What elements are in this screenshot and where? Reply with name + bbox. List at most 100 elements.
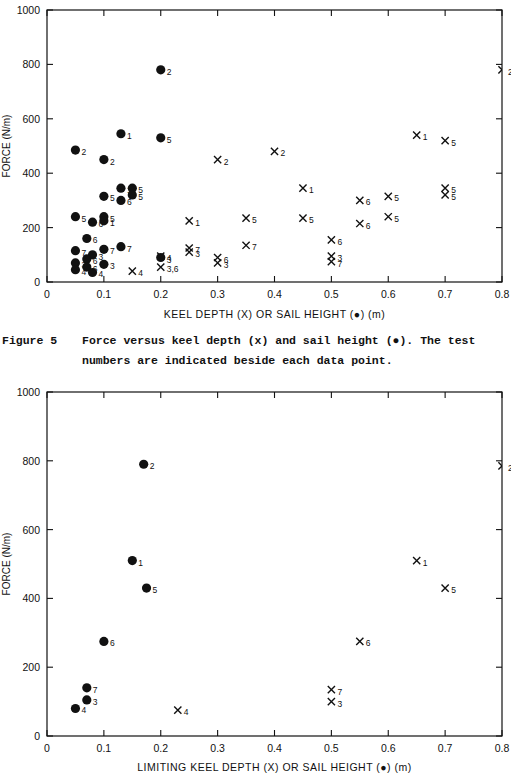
test-number: 5 (81, 214, 86, 224)
test-number: 3 (195, 249, 200, 259)
x-axis-label: KEEL DEPTH (X) OR SAIL HEIGHT (●) (m) (164, 308, 386, 320)
test-number: 2 (281, 148, 286, 158)
x-tick (331, 10, 332, 16)
chart: 00.10.20.30.40.50.60.70.8020040060080010… (1, 386, 511, 773)
keel-point (174, 707, 181, 714)
test-number: 1 (127, 131, 132, 141)
y-tick-label: 1000 (17, 386, 41, 398)
test-number: 2 (110, 157, 115, 167)
test-number: 6 (366, 221, 371, 231)
test-number: 3 (110, 261, 115, 271)
x-tick-label: 0.4 (267, 742, 282, 754)
plot-frame (47, 10, 502, 282)
sail-point (71, 246, 80, 255)
test-number: 2 (224, 157, 229, 167)
x-tick-label: 0.8 (495, 742, 510, 754)
y-tick-label: 800 (22, 58, 40, 70)
keel-point (498, 462, 502, 469)
y-tick (47, 9, 53, 10)
y-tick (47, 227, 53, 228)
test-number: 7 (110, 246, 115, 256)
sail-point (82, 683, 91, 692)
x-tick (103, 730, 104, 736)
test-number: 4 (81, 705, 86, 715)
test-number: 6 (337, 237, 342, 247)
x-tick (160, 392, 161, 398)
keel-point (299, 214, 306, 221)
y-tick (47, 281, 53, 282)
test-number: 5 (309, 215, 314, 225)
y-tick (496, 460, 502, 461)
sail-point (139, 460, 148, 469)
x-tick (274, 276, 275, 282)
x-tick (331, 392, 332, 398)
x-tick-label: 0.1 (97, 288, 112, 300)
x-tick (501, 730, 502, 736)
test-number: 7 (81, 248, 86, 258)
x-tick (217, 10, 218, 16)
x-tick-label: 0 (44, 742, 50, 754)
x-tick-label: 0.5 (324, 742, 339, 754)
test-number: 5 (451, 585, 456, 595)
sail-point (116, 242, 125, 251)
x-tick (501, 392, 502, 398)
keel-point (242, 242, 249, 249)
x-tick (445, 392, 446, 398)
test-number: 2 (508, 67, 511, 77)
keel-point (498, 66, 502, 73)
test-number: 3,6 (167, 264, 179, 274)
test-number: 3 (224, 260, 229, 270)
y-tick (496, 667, 502, 668)
test-number: 4 (81, 267, 86, 277)
y-tick (47, 667, 53, 668)
x-tick (445, 10, 446, 16)
x-tick-label: 0.7 (438, 288, 453, 300)
sail-point (99, 192, 108, 201)
x-tick (501, 276, 502, 282)
sail-point (99, 155, 108, 164)
test-number: 5 (252, 215, 257, 225)
sail-point (71, 145, 80, 154)
chart: 00.10.20.30.40.50.60.70.8020040060080010… (1, 4, 511, 320)
sail-point (142, 583, 151, 592)
test-number: 5 (167, 135, 172, 145)
x-tick (388, 392, 389, 398)
marks (71, 460, 502, 714)
y-tick (496, 64, 502, 65)
test-number: 5 (394, 214, 399, 224)
test-number: 5 (110, 193, 115, 203)
x-tick (388, 730, 389, 736)
keel-point (356, 638, 363, 645)
x-tick-label: 0.6 (381, 742, 396, 754)
test-number: 1 (423, 558, 428, 568)
keel-point (186, 217, 193, 224)
y-tick (47, 118, 53, 119)
caption: Figure 5Force versus keel depth (x) and … (2, 334, 475, 367)
x-tick (103, 392, 104, 398)
y-tick-label: 0 (34, 730, 40, 742)
test-number: 1 (195, 218, 200, 228)
test-number: 4 (99, 269, 104, 279)
y-tick-label: 600 (22, 524, 40, 536)
y-tick-label: 400 (22, 167, 40, 179)
caption-line: numbers are indicated beside each data p… (82, 354, 393, 367)
sail-point (156, 253, 165, 262)
test-number: 7 (93, 685, 98, 695)
x-tick (274, 10, 275, 16)
test-number: 1 (423, 132, 428, 142)
plot-frame (47, 392, 502, 736)
keel-point (214, 156, 221, 163)
test-number: 6 (99, 219, 104, 229)
test-number: 2 (150, 461, 155, 471)
test-number: 1 (110, 218, 115, 228)
y-tick (47, 173, 53, 174)
sail-point (71, 212, 80, 221)
x-tick (46, 10, 47, 16)
test-number: 2 (81, 147, 86, 157)
sail-point (71, 265, 80, 274)
x-tick (217, 392, 218, 398)
x-tick-label: 0.1 (97, 742, 112, 754)
keel-point (442, 191, 449, 198)
keel-point (186, 248, 193, 255)
x-tick (46, 392, 47, 398)
